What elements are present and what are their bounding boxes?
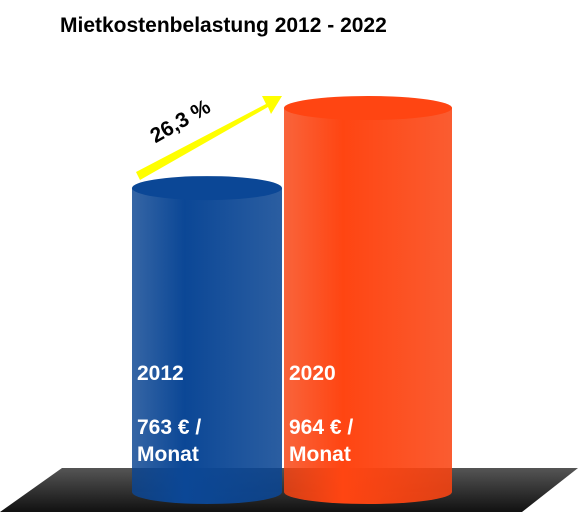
category-label: 2012 bbox=[137, 362, 184, 385]
bar-top bbox=[132, 176, 282, 201]
chart-title: Mietkostenbelastung 2012 - 2022 bbox=[60, 14, 387, 37]
bar bbox=[132, 188, 282, 504]
category-label: 2020 bbox=[289, 362, 336, 385]
bar bbox=[284, 108, 452, 504]
value-label: 964 € / Monat bbox=[289, 416, 354, 466]
value-label: 763 € / Monat bbox=[137, 416, 202, 466]
bar-top bbox=[284, 96, 452, 120]
growth-arrow bbox=[136, 96, 282, 180]
